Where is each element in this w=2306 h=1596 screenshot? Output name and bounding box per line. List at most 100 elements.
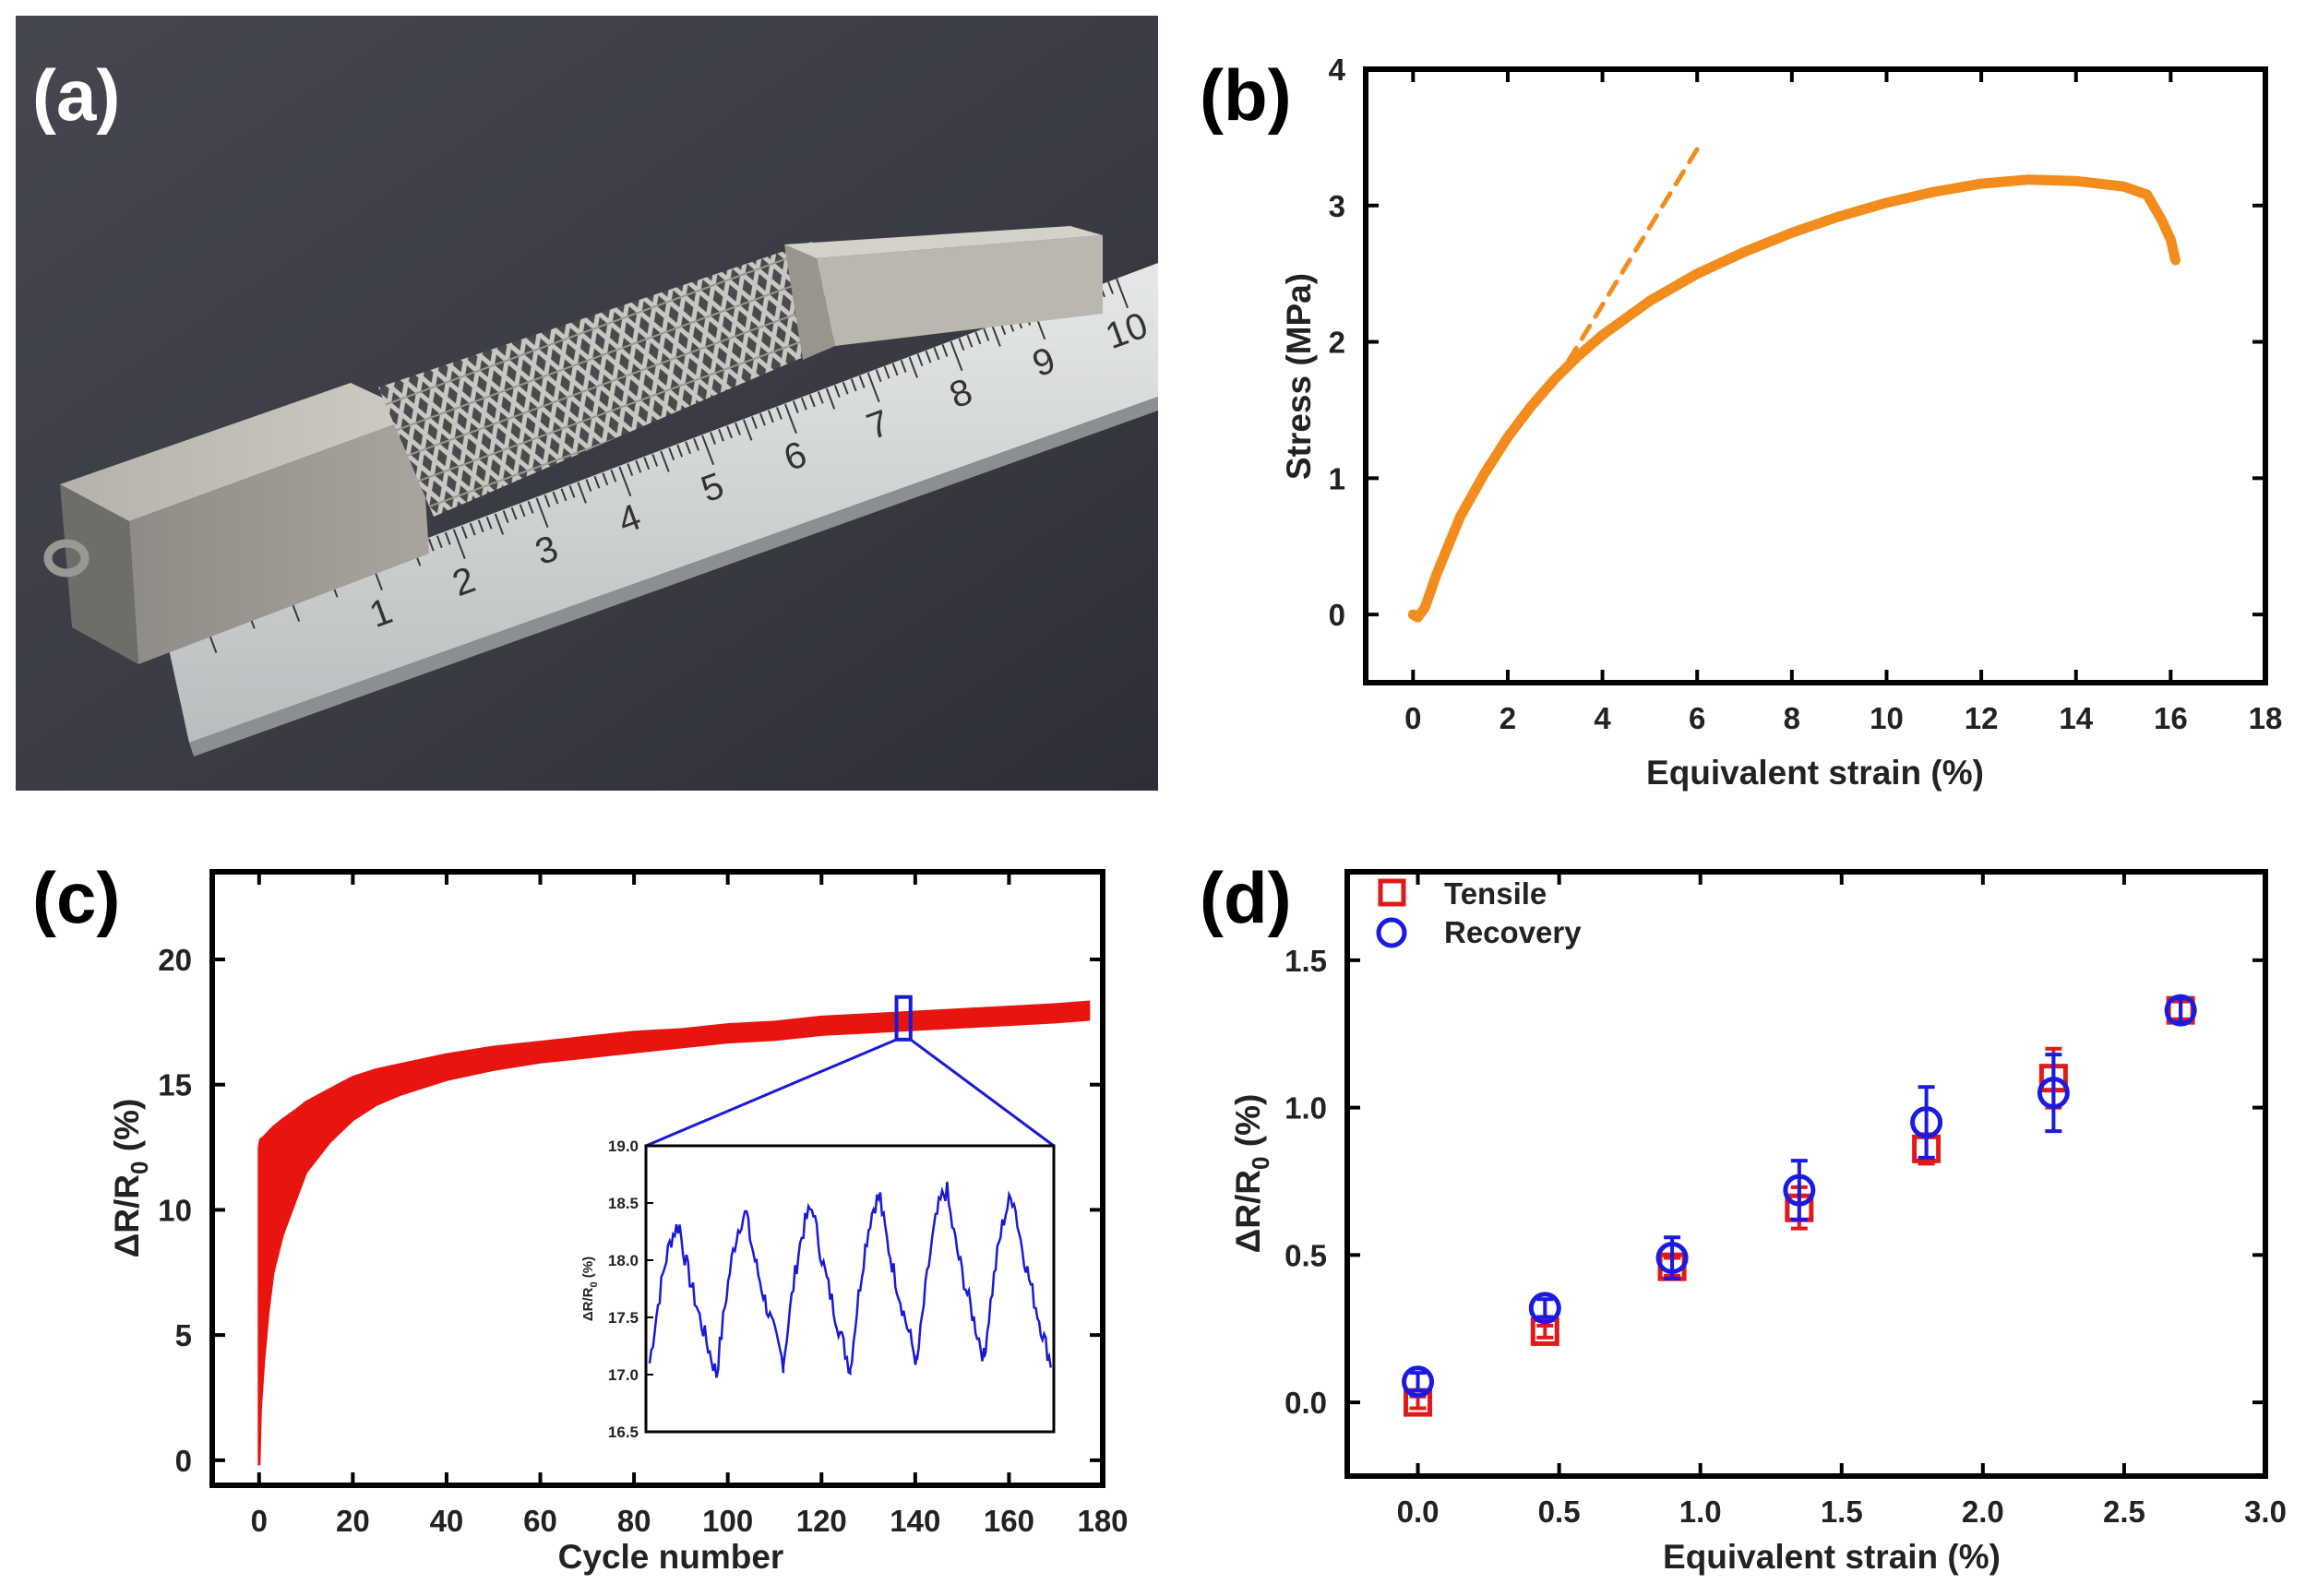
y-tick-label: 20 (158, 943, 192, 977)
ruler-tick (825, 387, 836, 410)
ruler-tick (833, 385, 841, 399)
ruler-tick (552, 491, 559, 505)
y-tick-label: 1 (1329, 461, 1345, 495)
ruler-tick (494, 513, 505, 535)
ruler-tick (560, 488, 568, 502)
panel-c-ylabel: ΔR/R0 (%) (108, 1099, 153, 1258)
ruler-tick (510, 506, 518, 520)
ruler-tick (933, 347, 940, 361)
ruler-tick (950, 340, 963, 372)
inset-y-tick-label: 17.0 (608, 1366, 639, 1384)
x-tick-label: 60 (523, 1504, 557, 1538)
right-block-front (817, 235, 1103, 346)
recovery-point (1783, 1173, 1816, 1207)
ruler-body (166, 263, 1158, 743)
inset-y-tick-label: 18.5 (608, 1195, 639, 1212)
x-tick-label: 6 (1689, 701, 1705, 735)
panel-c-ylabel-unit: (%) (108, 1099, 146, 1161)
y-tick-label: 1.5 (1284, 944, 1327, 978)
x-tick-label: 2.5 (2103, 1495, 2145, 1529)
legend-recovery-label: Recovery (1444, 915, 1582, 949)
y-tick-label: 0 (175, 1444, 192, 1478)
x-tick-label: 8 (1784, 701, 1800, 735)
left-block-top (60, 383, 420, 521)
x-tick-label: 180 (1077, 1504, 1128, 1538)
ruler-tick (710, 432, 716, 445)
inset-y-tick-label: 19.0 (608, 1137, 639, 1155)
x-tick-label: 4 (1594, 701, 1611, 735)
panel-b-letter: (b) (1200, 54, 1292, 136)
x-tick-label: 160 (984, 1504, 1034, 1538)
ruler-tick (527, 500, 534, 514)
ruler-tick (726, 425, 733, 439)
stress-strain-fit-line (1552, 138, 1704, 386)
legend-tensile-marker (1378, 878, 1406, 907)
ruler-tick (991, 325, 1001, 347)
ruler-tick (842, 381, 849, 395)
panel-b-plot-frame (1363, 66, 2268, 685)
stress-strain-curve (1407, 174, 2181, 623)
x-tick-label: 2 (1499, 701, 1516, 735)
ruler-tick (452, 529, 466, 560)
ruler-tick (676, 444, 684, 458)
ruler-tick (502, 510, 509, 523)
ruler-tick (1116, 278, 1129, 309)
panel-c-ticks: 0 20 40 60 80 100 120 140 160 180 0 5 10 15 20 (158, 872, 1129, 1538)
ruler-tick (875, 369, 882, 383)
ruler-edge (189, 397, 1158, 756)
x-tick-label: 1.0 (1679, 1495, 1722, 1529)
panel-d-ylabel-sub: 0 (1247, 1157, 1274, 1170)
panel-d-xlabel: Equivalent strain (%) (1663, 1538, 2001, 1576)
ruler-tick (808, 394, 816, 408)
ruler-tick (775, 406, 783, 420)
x-tick-label: 14 (2059, 701, 2093, 735)
panel-c-plot-frame (209, 869, 1105, 1488)
ruler-tick (693, 437, 700, 451)
x-tick-label: 3.0 (2244, 1495, 2287, 1529)
panel-b-ylabel: Stress (MPa) (1280, 273, 1318, 480)
ruler-tick (891, 363, 899, 376)
recovery-point (1910, 1106, 1943, 1139)
legend-tensile-label: Tensile (1444, 876, 1547, 911)
panel-b-series (1407, 138, 2181, 623)
panel-d-series (1402, 994, 2197, 1417)
ruler-tick (1107, 281, 1114, 294)
x-tick-label: 16 (2154, 701, 2188, 735)
ruler-tick (718, 428, 724, 442)
ruler-tick (577, 482, 587, 504)
panel-d-ylabel: ΔR/R0 (%) (1229, 1094, 1274, 1254)
x-tick-label: 0.0 (1397, 1495, 1440, 1529)
x-tick-label: 2.0 (1962, 1495, 2004, 1529)
ruler-tick (701, 435, 715, 466)
ruler-tick (883, 365, 890, 379)
ruler-tick (817, 391, 824, 404)
inset-frame (644, 1144, 1056, 1434)
ruler-tick (568, 484, 576, 498)
inset-y-tick-label: 16.5 (608, 1423, 639, 1441)
recovery-point (1655, 1242, 1689, 1275)
x-tick-label: 140 (890, 1504, 940, 1538)
x-tick-label: 0 (1404, 701, 1421, 735)
ruler-tick (783, 403, 797, 435)
x-tick-label: 1.5 (1821, 1495, 1863, 1529)
ruler-tick (602, 472, 609, 486)
x-tick-label: 18 (2249, 701, 2283, 735)
left-block-side (60, 484, 138, 664)
zoom-connector-right (909, 1038, 1055, 1148)
ruler-tick (610, 469, 617, 482)
ruler-tick (941, 344, 949, 357)
x-tick-label: 100 (702, 1504, 753, 1538)
y-tick-label: 0.0 (1284, 1386, 1327, 1420)
ruler-tick (660, 450, 670, 472)
ruler-tick (635, 459, 642, 473)
y-tick-label: 3 (1329, 189, 1345, 223)
panel-c-letter: (c) (32, 857, 120, 938)
panel-d-letter: (d) (1200, 857, 1292, 938)
y-tick-label: 0.5 (1284, 1238, 1327, 1272)
panel-c-chart: 0 20 40 60 80 100 120 140 160 180 0 5 10 15 20 16.5 17.… (32, 857, 1129, 1576)
ruler-tick (427, 538, 435, 552)
y-tick-label: 5 (175, 1318, 192, 1352)
